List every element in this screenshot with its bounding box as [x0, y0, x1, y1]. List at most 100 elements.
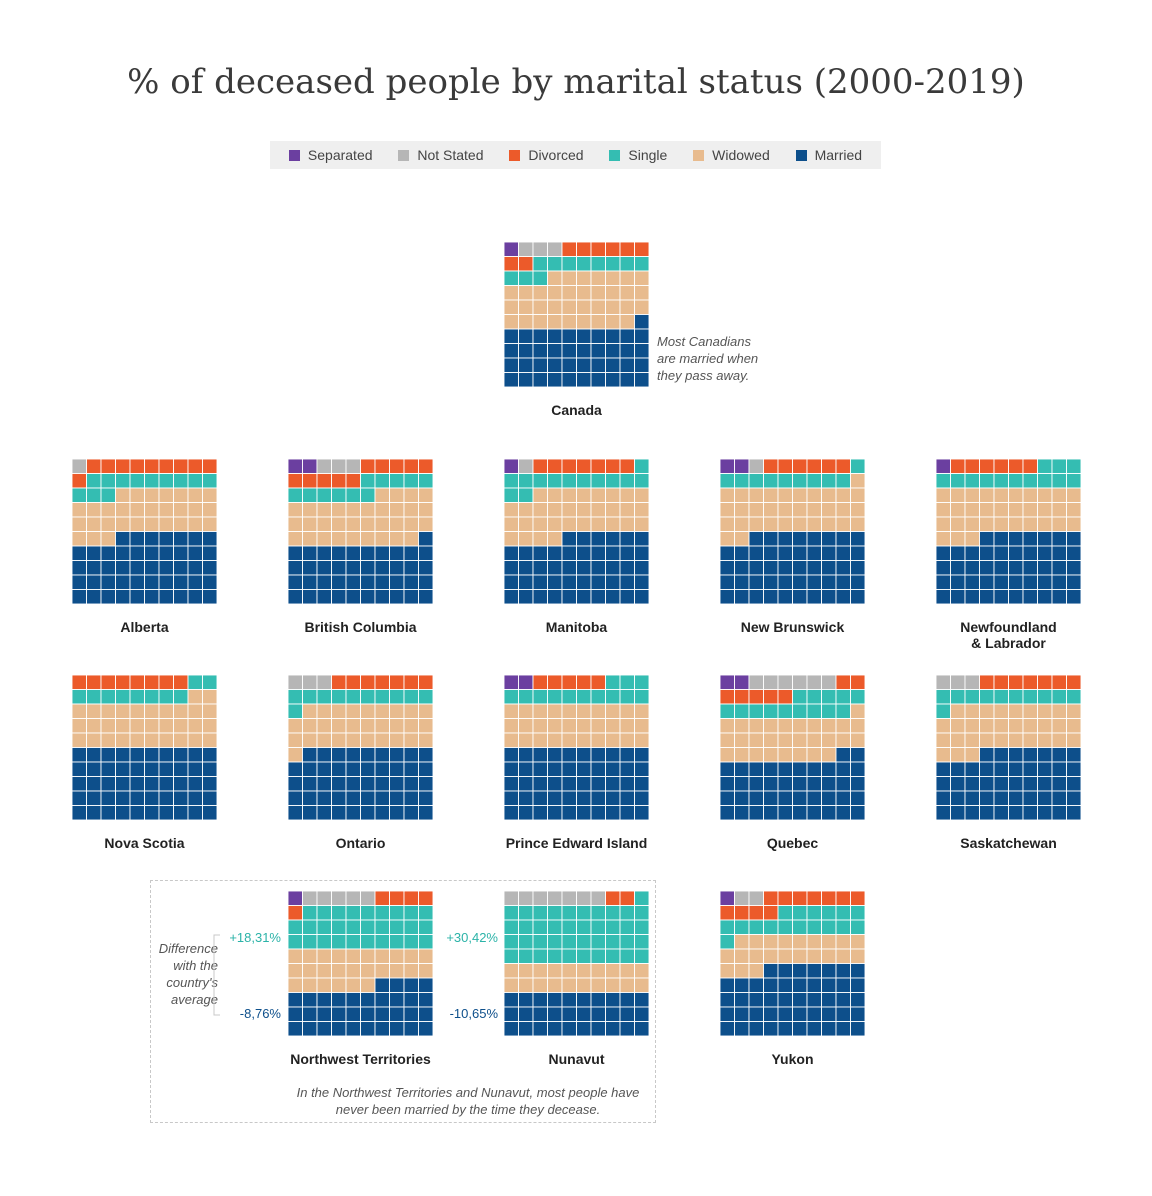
waffle-cell-married [561, 560, 577, 576]
waffle-cell-widowed [561, 270, 577, 286]
waffle-cell-widowed [763, 732, 779, 748]
waffle-cell-single [590, 905, 606, 921]
waffle-cell-widowed [777, 502, 793, 518]
waffle-cell-married [1037, 589, 1053, 604]
waffle-cell-single [532, 948, 548, 964]
waffle-cell-married [720, 761, 735, 777]
waffle-cell-married [576, 574, 592, 590]
waffle-cell-married [331, 776, 347, 792]
waffle-cell-married [634, 328, 649, 344]
waffle-cell-married [288, 545, 303, 561]
waffle-cell-single [547, 256, 563, 272]
waffle-cell-married [590, 776, 606, 792]
waffle-cell-widowed [389, 718, 405, 734]
waffle-cell-widowed [1066, 718, 1081, 734]
waffle-cell-married [821, 992, 837, 1008]
waffle-cell-married [748, 531, 764, 547]
waffle-cell-widowed [619, 270, 635, 286]
waffle-cell-married [389, 805, 405, 820]
waffle-cell-divorced [374, 459, 390, 474]
waffle-cell-married [806, 1006, 822, 1022]
waffle-cell-married [144, 805, 160, 820]
waffle-cell-widowed [1051, 502, 1067, 518]
waffle-cell-widowed [806, 732, 822, 748]
waffle-cell-married [115, 545, 131, 561]
nwt-single-diff: +18,31% [229, 930, 281, 945]
waffle-cell-married [518, 560, 534, 576]
waffle-cell-single [806, 473, 822, 489]
waffle-cell-widowed [806, 718, 822, 734]
waffle-cell-married [850, 560, 865, 576]
waffle-cell-widowed [634, 732, 649, 748]
waffle-cell-widowed [576, 502, 592, 518]
waffle-cell-single [374, 905, 390, 921]
waffle-cell-married [720, 589, 735, 604]
waffle-cell-married [1066, 776, 1081, 792]
waffle-cell-married [964, 790, 980, 806]
waffle-grid [72, 675, 217, 820]
waffle-cell-widowed [532, 285, 548, 301]
waffle-cell-married [561, 790, 577, 806]
waffle-cell-single [950, 689, 966, 705]
waffle-grid [72, 459, 217, 604]
waffle-cell-married [403, 805, 419, 820]
waffle-cell-married [821, 790, 837, 806]
waffle-cell-married [619, 761, 635, 777]
waffle-cell-married [418, 747, 433, 763]
waffle-cell-married [173, 545, 189, 561]
waffle-cell-married [835, 977, 851, 993]
waffle-cell-married [590, 560, 606, 576]
waffle-cell-widowed [964, 732, 980, 748]
waffle-cell-divorced [504, 256, 519, 272]
waffle-cell-married [316, 574, 332, 590]
waffle-cell-married [374, 805, 390, 820]
waffle-cell-single [504, 934, 519, 950]
waffle-cell-married [345, 747, 361, 763]
waffle-cell-married [777, 776, 793, 792]
waffle-cell-married [835, 574, 851, 590]
waffle-cell-married [158, 589, 174, 604]
waffle-cell-married [202, 761, 217, 777]
waffle-cell-married [979, 747, 995, 763]
waffle-cell-widowed [979, 703, 995, 719]
waffle-cell-married [835, 790, 851, 806]
waffle-cell-single [590, 473, 606, 489]
waffle-cell-widowed [331, 516, 347, 532]
waffle-cell-married [1022, 747, 1038, 763]
waffle-cell-divorced [158, 675, 174, 690]
waffle-cell-married [1037, 761, 1053, 777]
waffle-cell-widowed [979, 718, 995, 734]
waffle-cell-married [1008, 531, 1024, 547]
waffle-cell-married [374, 545, 390, 561]
waffle-cell-married [1022, 574, 1038, 590]
waffle-cell-married [734, 545, 750, 561]
waffle-cell-widowed [590, 718, 606, 734]
waffle-cell-married [1022, 545, 1038, 561]
waffle-cell-married [1066, 805, 1081, 820]
waffle-cell-widowed [187, 718, 203, 734]
waffle-cell-married [590, 747, 606, 763]
waffle-cell-married [360, 761, 376, 777]
waffle-cell-married [504, 790, 519, 806]
waffle-cell-married [158, 574, 174, 590]
waffle-cell-married [360, 574, 376, 590]
waffle-cell-married [777, 1006, 793, 1022]
waffle-cell-married [605, 574, 621, 590]
waffle-cell-divorced [389, 459, 405, 474]
waffle-cell-married [418, 790, 433, 806]
waffle-cell-widowed [129, 487, 145, 503]
waffle-cell-widowed [734, 948, 750, 964]
waffle-cell-single [619, 473, 635, 489]
waffle-cell-married [605, 805, 621, 820]
waffle-cell-married [792, 992, 808, 1008]
waffle-cell-single [1037, 473, 1053, 489]
waffle-cell-widowed [821, 934, 837, 950]
waffle-cell-widowed [418, 963, 433, 979]
waffle-cell-single [532, 934, 548, 950]
waffle-cell-married [619, 328, 635, 344]
waffle-cell-widowed [418, 732, 433, 748]
waffle-cell-married [590, 545, 606, 561]
waffle-grid [720, 459, 865, 604]
waffle-cell-widowed [734, 747, 750, 763]
waffle-cell-divorced [821, 891, 837, 906]
